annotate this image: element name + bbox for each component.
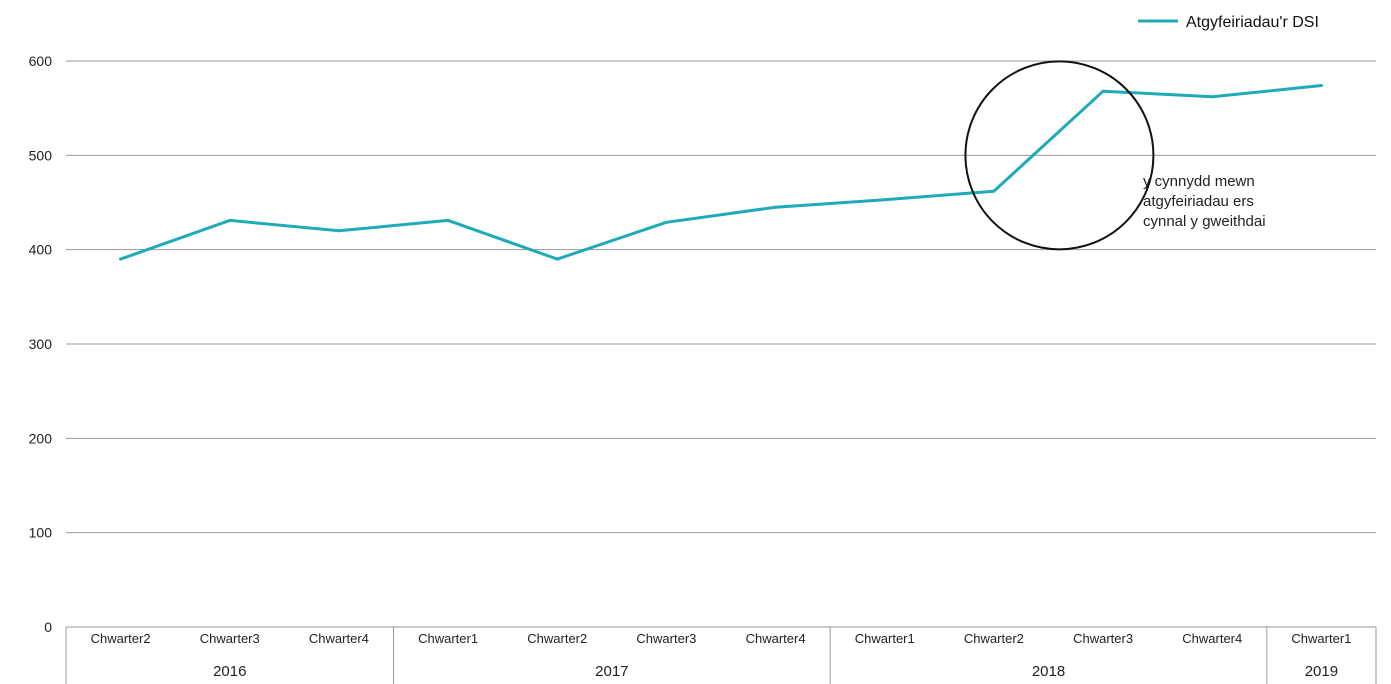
y-tick-label: 300 xyxy=(29,336,53,352)
category-label: Chwarter4 xyxy=(746,631,806,646)
x-axis: 2016 2017 2018 2019 Chwarter2 Chwarter3 Chwart… xyxy=(65,626,1377,684)
legend: Atgyfeiriadau'r DSI xyxy=(1138,14,1319,31)
annotation-text: y cynnydd mewn atgyfeiriadau ers cynnal y … xyxy=(1143,173,1266,230)
data-point xyxy=(555,257,559,261)
series-line xyxy=(119,84,1323,261)
data-point xyxy=(337,229,341,233)
y-axis-ticks: 0 100 200 300 400 500 600 xyxy=(29,53,53,635)
category-label: Chwarter4 xyxy=(1182,631,1242,646)
data-point xyxy=(664,220,668,224)
year-label: 2019 xyxy=(1305,663,1338,680)
data-point xyxy=(1101,89,1105,93)
category-label: Chwarter3 xyxy=(1073,631,1133,646)
data-point xyxy=(446,218,450,222)
year-label: 2018 xyxy=(1032,663,1065,680)
annotation: y cynnydd mewn atgyfeiriadau ers cynnal y … xyxy=(964,60,1266,251)
gridlines xyxy=(66,60,1376,534)
category-label: Chwarter4 xyxy=(309,631,369,646)
category-label: Chwarter2 xyxy=(91,631,151,646)
data-point xyxy=(228,218,232,222)
y-tick-label: 0 xyxy=(44,619,52,635)
category-label: Chwarter1 xyxy=(1291,631,1351,646)
series-lines xyxy=(119,84,1323,261)
annotation-line: y cynnydd mewn xyxy=(1143,173,1255,190)
data-point xyxy=(883,198,887,202)
y-tick-label: 500 xyxy=(29,147,53,163)
year-label: 2016 xyxy=(213,663,246,680)
y-tick-label: 600 xyxy=(29,53,53,69)
data-point xyxy=(1319,84,1323,88)
category-label: Chwarter3 xyxy=(636,631,696,646)
category-label: Chwarter2 xyxy=(964,631,1024,646)
category-label: Chwarter2 xyxy=(527,631,587,646)
y-tick-label: 400 xyxy=(29,242,53,258)
annotation-circle xyxy=(964,60,1155,251)
annotation-line: cynnal y gweithdai xyxy=(1143,213,1266,230)
year-label: 2017 xyxy=(595,663,628,680)
legend-label: Atgyfeiriadau'r DSI xyxy=(1186,14,1319,31)
y-tick-label: 100 xyxy=(29,525,53,541)
data-point xyxy=(1210,95,1214,99)
category-label: Chwarter1 xyxy=(418,631,478,646)
annotation-line: atgyfeiriadau ers xyxy=(1143,193,1254,210)
data-point xyxy=(992,189,996,193)
y-tick-label: 200 xyxy=(29,430,53,446)
category-label: Chwarter3 xyxy=(200,631,260,646)
data-point xyxy=(774,205,778,209)
data-point xyxy=(119,257,123,261)
category-label: Chwarter1 xyxy=(855,631,915,646)
